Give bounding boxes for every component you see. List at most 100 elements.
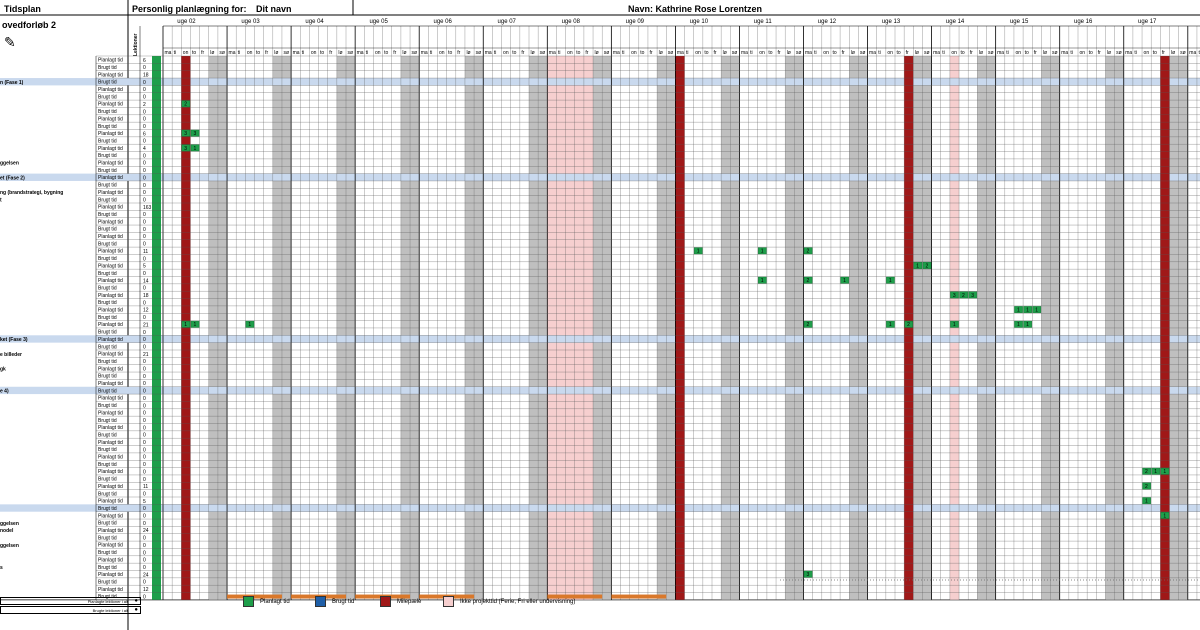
- planned-cell-value: 3: [193, 131, 196, 137]
- row-type: Planlagt tid: [98, 205, 123, 211]
- row-count: 0: [143, 80, 146, 86]
- day-label: fr: [585, 50, 588, 56]
- total-planned-label: Planlagte lektioner i alt: [87, 599, 128, 604]
- row-count: 0: [143, 447, 146, 453]
- planning-label: Personlig planlægning for:: [132, 4, 247, 14]
- row-count: 0: [143, 242, 146, 248]
- row-count: 0: [143, 109, 146, 115]
- row-count: 4: [143, 146, 146, 152]
- row-type: Brugt tid: [98, 550, 117, 556]
- planned-cell: [950, 291, 959, 299]
- row-count: 0: [143, 565, 146, 571]
- day-label: fr: [1034, 50, 1037, 56]
- row-type: Brugt tid: [98, 271, 117, 277]
- row-count: 0: [143, 234, 146, 240]
- row-type: Planlagt tid: [98, 190, 123, 196]
- row-count: 0: [143, 440, 146, 446]
- day-label: ti: [1006, 50, 1009, 56]
- day-label: sø: [796, 50, 802, 56]
- day-label: ti: [174, 50, 177, 56]
- row-count: 6: [143, 131, 146, 137]
- day-label: fr: [778, 50, 781, 56]
- row-count: 0: [143, 175, 146, 181]
- row-type: Brugt tid: [98, 197, 117, 203]
- row-count: 0: [143, 396, 146, 402]
- row-type: Planlagt tid: [98, 308, 123, 314]
- day-label: ti: [366, 50, 369, 56]
- day-label: fr: [1098, 50, 1101, 56]
- row-type: Planlagt tid: [98, 234, 123, 240]
- row-type: Brugt tid: [98, 374, 117, 380]
- day-label: fr: [649, 50, 652, 56]
- day-label: fr: [970, 50, 973, 56]
- row-count: 12: [143, 308, 149, 314]
- row-type: Planlagt tid: [98, 396, 123, 402]
- row-type: Brugt tid: [98, 330, 117, 336]
- row-type: Brugt tid: [98, 403, 117, 409]
- day-label: lø: [1107, 50, 1111, 56]
- row-type: Brugt tid: [98, 565, 117, 571]
- row-type: Planlagt tid: [98, 381, 123, 387]
- total-planned: Planlagte lektioner i alt ●: [0, 597, 141, 605]
- row-count: 14: [143, 278, 149, 284]
- day-label: lø: [402, 50, 406, 56]
- legend-non-project: Ikke projekttid (Ferie, Fri eller underv…: [443, 596, 575, 607]
- planned-cell: [950, 320, 959, 328]
- day-label: fr: [1162, 50, 1165, 56]
- planned-cell-value: 2: [907, 322, 910, 328]
- row-type: Planlagt tid: [98, 528, 123, 534]
- planned-cell-value: 1: [1163, 513, 1166, 519]
- day-label: sø: [924, 50, 930, 56]
- row-type: Planlagt tid: [98, 455, 123, 461]
- row-count: 0: [143, 315, 146, 321]
- day-label: ma: [741, 50, 748, 56]
- week-label: uge 16: [1074, 19, 1093, 25]
- row-type: Planlagt tid: [98, 557, 123, 563]
- section-label: n (Fase 1): [0, 80, 24, 86]
- planned-cell: [181, 129, 191, 137]
- owner-name: Navn: Kathrine Rose Lorentzen: [628, 4, 763, 14]
- planned-cell-value: 1: [248, 322, 251, 328]
- planned-cell: [181, 320, 191, 328]
- day-label: ma: [869, 50, 876, 56]
- planned-cell: [245, 320, 255, 328]
- day-label: ma: [805, 50, 812, 56]
- row-count: 0: [143, 197, 146, 203]
- planned-cell: [181, 100, 191, 108]
- row-count: 2: [143, 102, 146, 108]
- day-label: ti: [558, 50, 561, 56]
- planned-cell-value: 3: [184, 146, 187, 152]
- row-count: 18: [143, 293, 149, 299]
- planning-name[interactable]: Dit navn: [256, 4, 292, 14]
- section-band: [0, 173, 1200, 181]
- row-count: 0: [143, 124, 146, 130]
- planned-cell: [190, 320, 200, 328]
- planned-cell: [1014, 320, 1023, 328]
- day-label: ma: [421, 50, 428, 56]
- section-label: et (Fase 2): [0, 175, 25, 181]
- planned-cell: [1151, 467, 1161, 475]
- planned-cell-value: 2: [925, 263, 928, 269]
- week-label: uge 15: [1010, 19, 1029, 25]
- week-label: uge 13: [882, 19, 901, 25]
- row-type: Brugt tid: [98, 124, 117, 130]
- legend-used-swatch: [315, 596, 326, 607]
- row-count: 163: [143, 205, 152, 211]
- row-type: Brugt tid: [98, 256, 117, 262]
- row-count: 24: [143, 528, 149, 534]
- day-label: fr: [521, 50, 524, 56]
- row-count: 24: [143, 572, 149, 578]
- row-count: 0: [143, 425, 146, 431]
- row-type: Planlagt tid: [98, 263, 123, 269]
- day-label: sø: [668, 50, 674, 56]
- day-label: fr: [329, 50, 332, 56]
- day-label: ma: [677, 50, 684, 56]
- day-label: sø: [476, 50, 482, 56]
- row-count: 0: [143, 367, 146, 373]
- row-type: Planlagt tid: [98, 87, 123, 93]
- row-type: Planlagt tid: [98, 293, 123, 299]
- task-label: gk: [0, 367, 6, 373]
- day-label: ti: [942, 50, 945, 56]
- day-label: ma: [933, 50, 940, 56]
- day-label: ti: [430, 50, 433, 56]
